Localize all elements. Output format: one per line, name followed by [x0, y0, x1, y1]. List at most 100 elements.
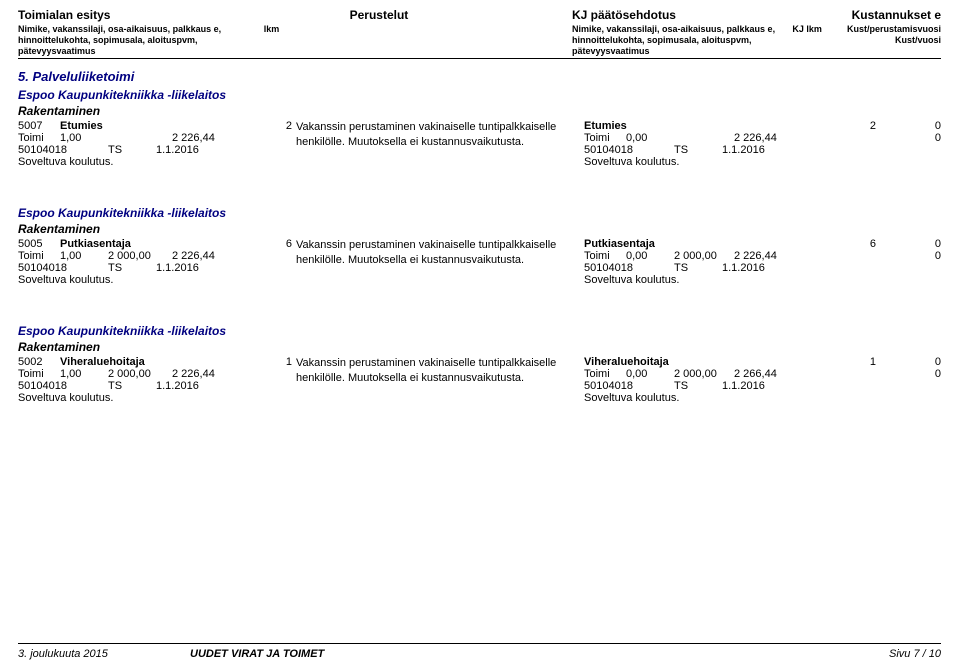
header-title: KJ päätösehdotus — [572, 8, 792, 22]
kj-job-type: Toimi — [584, 132, 626, 144]
header-col-lkm: lkm — [264, 8, 350, 56]
kj-job-pay2: 2 226,44 — [734, 132, 794, 144]
entry-block: Espoo Kaupunkitekniikka -liikelaitos Rak… — [18, 88, 941, 168]
cost-perustamis: 0 — [876, 356, 941, 368]
header-sub: lkm — [264, 24, 350, 35]
org-title: Espoo Kaupunkitekniikka -liikelaitos — [18, 88, 941, 102]
perustelu-count: 6 — [278, 238, 296, 286]
kj-job-name: Viheraluehoitaja — [584, 356, 836, 368]
kj-job-name: Etumies — [584, 120, 836, 132]
perustelu-text: Vakanssin perustaminen vakinaiselle tunt… — [296, 356, 584, 404]
kj-job-pay1: 2 000,00 — [674, 368, 734, 380]
unit-title: Rakentaminen — [18, 222, 941, 236]
perustelu-text: Vakanssin perustaminen vakinaiselle tunt… — [296, 120, 584, 168]
kj-job-startdate: 1.1.2016 — [722, 380, 836, 392]
job-type: Toimi — [18, 132, 60, 144]
footer-date: 3. joulukuuta 2015 — [18, 648, 190, 660]
header-sub: Nimike, vakanssilaji, osa-aikaisuus, pal… — [572, 24, 792, 56]
header-sub: Kust/vuosi — [847, 35, 941, 46]
kj-job-name: Putkiasentaja — [584, 238, 836, 250]
header-col-kjlkm: KJ lkm — [792, 8, 847, 56]
entry-costs: 0 0 — [876, 356, 941, 404]
kj-job-pay1: 2 000,00 — [674, 250, 734, 262]
cost-vuosi: 0 — [876, 250, 941, 262]
cost-vuosi: 0 — [876, 132, 941, 144]
job-startdate: 1.1.2016 — [156, 262, 278, 274]
header-sub: Nimike, vakanssilaji, osa-aikaisuus, pal… — [18, 24, 264, 56]
page-footer: 3. joulukuuta 2015 UUDET VIRAT JA TOIMET… — [18, 643, 941, 660]
header-col-kust: Kustannukset e Kust/perustamisvuosi Kust… — [847, 8, 941, 56]
kj-lkm: 2 — [836, 120, 876, 168]
cost-perustamis: 0 — [876, 238, 941, 250]
kj-job-qual: Soveltuva koulutus. — [584, 156, 836, 168]
org-title: Espoo Kaupunkitekniikka -liikelaitos — [18, 206, 941, 220]
kj-job-agreement: TS — [674, 380, 722, 392]
job-startdate: 1.1.2016 — [156, 144, 278, 156]
unit-title: Rakentaminen — [18, 104, 941, 118]
entry-right: Putkiasentaja Toimi0,002 000,002 226,44 … — [584, 238, 836, 286]
kj-job-startdate: 1.1.2016 — [722, 262, 836, 274]
job-agreement: TS — [108, 144, 156, 156]
entry-row: 5002Viheraluehoitaja Toimi1,002 000,002 … — [18, 356, 941, 404]
section-title: 5. Palveluliiketoimi — [18, 69, 941, 84]
cost-perustamis: 0 — [876, 120, 941, 132]
header-sub: Kust/perustamisvuosi — [847, 24, 941, 35]
job-pay2: 2 226,44 — [172, 132, 232, 144]
kj-job-pct: 0,00 — [626, 368, 674, 380]
job-pay1: 2 000,00 — [108, 368, 172, 380]
entry-block: Espoo Kaupunkitekniikka -liikelaitos Rak… — [18, 206, 941, 286]
job-name: Putkiasentaja — [60, 238, 278, 250]
entry-block: Espoo Kaupunkitekniikka -liikelaitos Rak… — [18, 324, 941, 404]
header-title: Kustannukset e — [847, 8, 941, 22]
kj-job-agreement: TS — [674, 144, 722, 156]
entry-row: 5005Putkiasentaja Toimi1,002 000,002 226… — [18, 238, 941, 286]
kj-job-hcode: 50104018 — [584, 380, 674, 392]
job-startdate: 1.1.2016 — [156, 380, 278, 392]
kj-job-agreement: TS — [674, 262, 722, 274]
perustelu-text: Vakanssin perustaminen vakinaiselle tunt… — [296, 238, 584, 286]
job-agreement: TS — [108, 262, 156, 274]
job-hcode: 50104018 — [18, 380, 108, 392]
kj-job-pct: 0,00 — [626, 250, 674, 262]
org-title: Espoo Kaupunkitekniikka -liikelaitos — [18, 324, 941, 338]
job-pct: 1,00 — [60, 132, 108, 144]
table-header: Toimialan esitys Nimike, vakanssilaji, o… — [18, 8, 941, 59]
kj-lkm: 1 — [836, 356, 876, 404]
kj-job-qual: Soveltuva koulutus. — [584, 392, 836, 404]
entry-row: 5007Etumies Toimi1,002 226,44 50104018TS… — [18, 120, 941, 168]
job-name: Etumies — [60, 120, 278, 132]
kj-job-pay1 — [674, 132, 734, 144]
entry-left: 5007Etumies Toimi1,002 226,44 50104018TS… — [18, 120, 278, 168]
kj-job-pct: 0,00 — [626, 132, 674, 144]
job-pay2: 2 226,44 — [172, 368, 232, 380]
perustelu-count: 2 — [278, 120, 296, 168]
kj-job-type: Toimi — [584, 250, 626, 262]
cost-vuosi: 0 — [876, 368, 941, 380]
job-code: 5007 — [18, 120, 60, 132]
entry-right: Viheraluehoitaja Toimi0,002 000,002 266,… — [584, 356, 836, 404]
entry-left: 5005Putkiasentaja Toimi1,002 000,002 226… — [18, 238, 278, 286]
job-pay2: 2 226,44 — [172, 250, 232, 262]
entry-right: Etumies Toimi0,002 226,44 50104018TS1.1.… — [584, 120, 836, 168]
kj-job-startdate: 1.1.2016 — [722, 144, 836, 156]
header-col-kj: KJ päätösehdotus Nimike, vakanssilaji, o… — [572, 8, 792, 56]
entry-costs: 0 0 — [876, 120, 941, 168]
entry-costs: 0 0 — [876, 238, 941, 286]
job-name: Viheraluehoitaja — [60, 356, 278, 368]
job-qual: Soveltuva koulutus. — [18, 274, 278, 286]
header-col-toimiala: Toimialan esitys Nimike, vakanssilaji, o… — [18, 8, 264, 56]
job-code: 5005 — [18, 238, 60, 250]
footer-title: UUDET VIRAT JA TOIMET — [190, 648, 889, 660]
header-sub: KJ lkm — [792, 24, 847, 35]
job-qual: Soveltuva koulutus. — [18, 392, 278, 404]
header-title: Toimialan esitys — [18, 8, 264, 22]
job-pay1: 2 000,00 — [108, 250, 172, 262]
entry-left: 5002Viheraluehoitaja Toimi1,002 000,002 … — [18, 356, 278, 404]
job-type: Toimi — [18, 250, 60, 262]
kj-lkm: 6 — [836, 238, 876, 286]
header-col-perustelut: Perustelut — [350, 8, 572, 56]
job-pay1 — [108, 132, 172, 144]
job-qual: Soveltuva koulutus. — [18, 156, 278, 168]
unit-title: Rakentaminen — [18, 340, 941, 354]
job-code: 5002 — [18, 356, 60, 368]
